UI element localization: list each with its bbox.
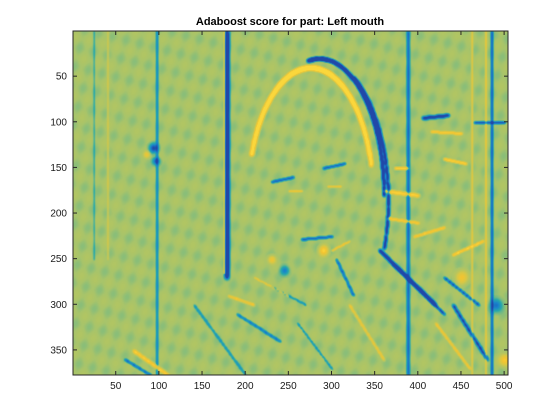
y-axis: 50 100 150 200 250 300 350 xyxy=(50,72,508,356)
x-tick-label: 250 xyxy=(280,381,297,392)
x-tick-label: 300 xyxy=(323,381,340,392)
x-tick-label: 500 xyxy=(496,381,513,392)
y-tick-label: 300 xyxy=(50,300,67,311)
x-tick-label: 350 xyxy=(366,381,383,392)
x-tick-label: 150 xyxy=(194,381,211,392)
x-tick-label: 200 xyxy=(237,381,254,392)
x-tick-label: 400 xyxy=(409,381,426,392)
y-tick-label: 200 xyxy=(50,209,67,220)
y-tick-label: 350 xyxy=(50,345,67,356)
x-tick-label: 100 xyxy=(151,381,168,392)
chart-title: Adaboost score for part: Left mouth xyxy=(196,16,385,28)
x-tick-label: 450 xyxy=(453,381,470,392)
y-tick-label: 100 xyxy=(50,117,67,128)
heatmap-image xyxy=(73,31,508,375)
y-tick-label: 250 xyxy=(50,254,67,265)
x-tick-label: 50 xyxy=(110,381,122,392)
y-tick-label: 150 xyxy=(50,163,67,174)
axes-box xyxy=(72,30,509,376)
x-axis: 50 100 150 200 250 300 350 400 450 500 xyxy=(110,31,513,392)
y-tick-label: 50 xyxy=(56,72,68,83)
